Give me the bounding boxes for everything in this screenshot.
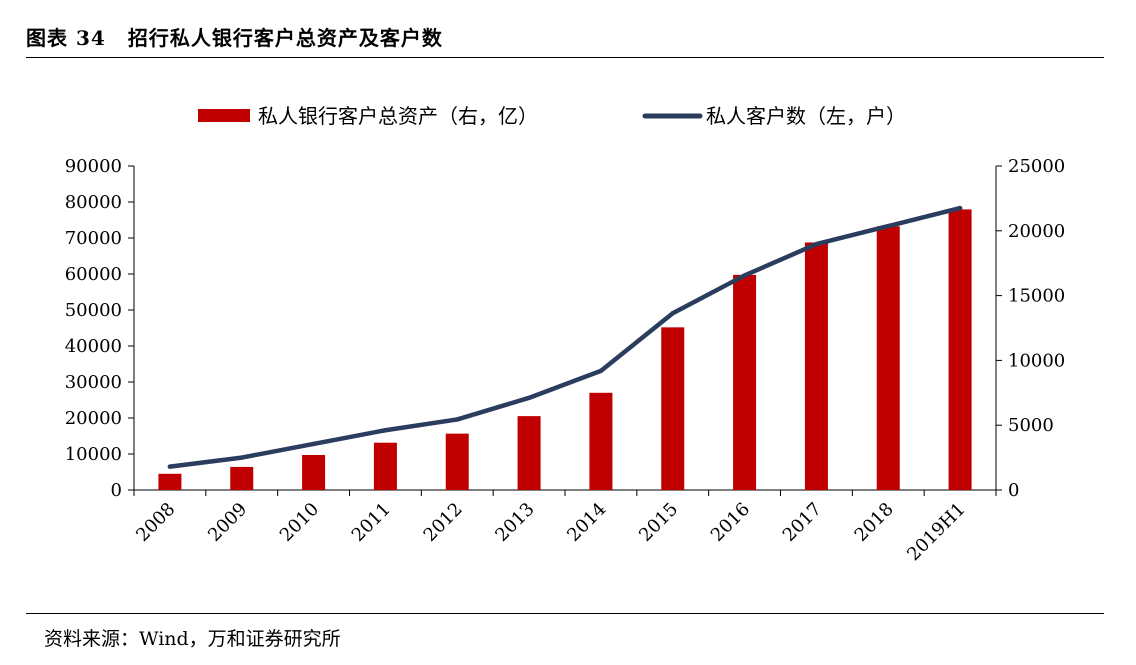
bar-2011 xyxy=(373,442,397,490)
x-axis-tick-label: 2009 xyxy=(204,499,251,546)
bar-2010 xyxy=(302,455,326,490)
bar-2008 xyxy=(158,473,182,490)
x-axis-tick-label: 2011 xyxy=(348,499,395,546)
source-rule xyxy=(26,613,1104,614)
left-axis-tick-label: 60000 xyxy=(65,264,122,285)
customer-count-line xyxy=(167,205,963,469)
x-axis-tick-label: 2016 xyxy=(707,499,754,546)
left-axis-tick-label: 40000 xyxy=(65,336,122,357)
line-point-2018 xyxy=(886,223,891,229)
bar-2018 xyxy=(876,226,900,490)
line-point-2008 xyxy=(167,464,173,469)
bar-2016 xyxy=(733,274,757,490)
x-axis-tick-label: 2012 xyxy=(420,499,467,546)
figure-label: 图表 xyxy=(26,26,68,50)
line-point-2015 xyxy=(670,311,675,316)
right-axis-tick-label: 5000 xyxy=(1008,415,1054,436)
axes xyxy=(128,165,1002,496)
bar-series xyxy=(158,209,972,490)
left-axis-tick-label: 70000 xyxy=(65,228,122,249)
x-axis-tick-label: 2014 xyxy=(563,499,610,546)
right-axis-tick-label: 15000 xyxy=(1008,286,1065,307)
bar-2009 xyxy=(230,466,254,490)
left-axis-tick-label: 90000 xyxy=(65,156,122,177)
right-axis-tick-label: 25000 xyxy=(1008,156,1065,177)
legend: 私人银行客户总资产（右，亿） 私人客户数（左，户） xyxy=(198,104,906,128)
bar-2012 xyxy=(445,433,469,490)
left-axis-tick-label: 80000 xyxy=(65,192,122,213)
line-point-2014 xyxy=(598,368,604,374)
right-axis-tick-label: 0 xyxy=(1008,480,1019,501)
x-axis-tick-label: 2008 xyxy=(132,499,179,546)
figure-title-text: 招行私人银行客户总资产及客户数 xyxy=(127,26,443,50)
x-axis-tick-label: 2015 xyxy=(635,499,682,546)
line-point-2010 xyxy=(311,441,316,447)
x-axis-tick-label: 2017 xyxy=(779,499,826,546)
right-axis-tick-label: 20000 xyxy=(1008,221,1065,242)
figure-title: 图表 34 招行私人银行客户总资产及客户数 xyxy=(26,22,443,51)
bar-2017 xyxy=(804,242,828,490)
left-axis-tick-label: 10000 xyxy=(65,444,122,465)
right-axis-tick-label: 10000 xyxy=(1008,350,1065,371)
bar-2019H1 xyxy=(948,209,972,490)
source-note: 资料来源：Wind，万和证券研究所 xyxy=(44,628,341,650)
line-series xyxy=(167,205,963,469)
bar-2014 xyxy=(589,392,613,490)
title-rule xyxy=(26,57,1104,58)
bar-2015 xyxy=(661,327,685,490)
x-axis-tick-label: 2013 xyxy=(491,499,538,546)
line-point-2013 xyxy=(526,395,532,401)
left-axis-tick-label: 0 xyxy=(111,480,122,501)
legend-line-label: 私人客户数（左，户） xyxy=(706,104,906,128)
left-axis-tick-label: 50000 xyxy=(65,300,122,321)
x-axis-tick-label: 2010 xyxy=(276,499,323,546)
left-axis-tick-label: 20000 xyxy=(65,408,122,429)
left-axis-tick-label: 30000 xyxy=(65,372,122,393)
x-axis-tick-label: 2018 xyxy=(851,499,898,546)
line-point-2009 xyxy=(239,455,244,460)
line-point-2017 xyxy=(814,241,819,247)
x-axis-tick-label: 2019H1 xyxy=(903,499,969,565)
figure-number: 34 xyxy=(76,26,106,50)
bar-2013 xyxy=(517,416,541,490)
legend-bar-swatch xyxy=(198,109,250,122)
line-point-2011 xyxy=(383,428,388,433)
line-point-2012 xyxy=(455,417,460,422)
legend-bar-label: 私人银行客户总资产（右，亿） xyxy=(258,104,538,128)
line-point-2019H1 xyxy=(957,205,963,211)
line-point-2016 xyxy=(742,273,747,278)
